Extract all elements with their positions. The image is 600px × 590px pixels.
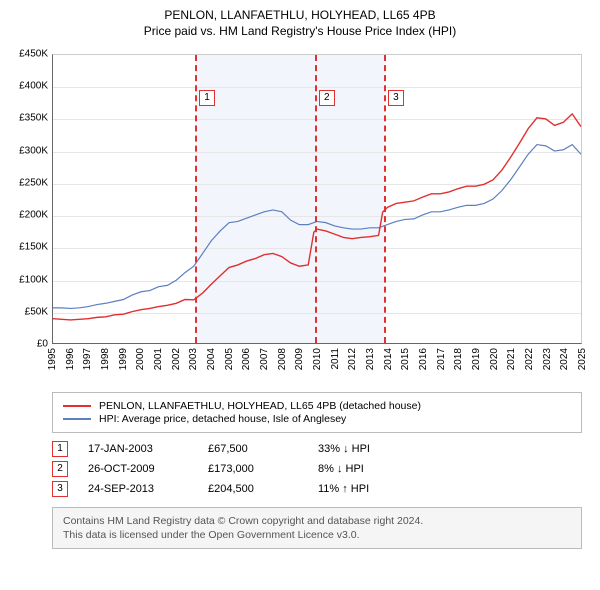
x-axis-label: 2006 bbox=[241, 348, 252, 370]
chart-title: PENLON, LLANFAETHLU, HOLYHEAD, LL65 4PB bbox=[10, 8, 590, 22]
y-axis-label: £400K bbox=[19, 81, 48, 92]
x-axis-label: 2018 bbox=[453, 348, 464, 370]
event-marker-line bbox=[195, 55, 197, 343]
x-axis-label: 2001 bbox=[153, 348, 164, 370]
event-delta: 33% ↓ HPI bbox=[318, 443, 428, 455]
legend-swatch bbox=[63, 405, 91, 407]
legend: PENLON, LLANFAETHLU, HOLYHEAD, LL65 4PB … bbox=[52, 392, 582, 433]
legend-label: HPI: Average price, detached house, Isle… bbox=[99, 413, 346, 425]
y-axis-label: £100K bbox=[19, 274, 48, 285]
x-axis-label: 2019 bbox=[471, 348, 482, 370]
x-axis-label: 2014 bbox=[383, 348, 394, 370]
x-axis-label: 2023 bbox=[542, 348, 553, 370]
event-price: £173,000 bbox=[208, 463, 318, 475]
legend-item: HPI: Average price, detached house, Isle… bbox=[63, 413, 571, 425]
footer-note: Contains HM Land Registry data © Crown c… bbox=[52, 507, 582, 549]
y-axis-label: £150K bbox=[19, 242, 48, 253]
event-row: 3 24-SEP-2013£204,50011% ↑ HPI bbox=[52, 481, 582, 497]
event-marker-box: 3 bbox=[388, 90, 404, 106]
x-axis-label: 2008 bbox=[277, 348, 288, 370]
x-axis-label: 2020 bbox=[489, 348, 500, 370]
y-axis-label: £50K bbox=[25, 306, 48, 317]
event-id-box: 2 bbox=[52, 461, 68, 477]
x-axis-label: 2017 bbox=[436, 348, 447, 370]
x-axis-label: 2002 bbox=[171, 348, 182, 370]
event-marker-line bbox=[315, 55, 317, 343]
x-axis-label: 2011 bbox=[330, 348, 341, 370]
x-axis-label: 2005 bbox=[224, 348, 235, 370]
y-axis-label: £450K bbox=[19, 49, 48, 60]
x-axis-label: 2007 bbox=[259, 348, 270, 370]
event-date: 24-SEP-2013 bbox=[88, 483, 208, 495]
event-date: 26-OCT-2009 bbox=[88, 463, 208, 475]
chart-subtitle: Price paid vs. HM Land Registry's House … bbox=[10, 24, 590, 38]
events-table: 1 17-JAN-2003£67,50033% ↓ HPI 2 26-OCT-2009… bbox=[52, 441, 582, 497]
event-row: 2 26-OCT-2009£173,0008% ↓ HPI bbox=[52, 461, 582, 477]
event-marker-box: 1 bbox=[199, 90, 215, 106]
footer-line-1: Contains HM Land Registry data © Crown c… bbox=[63, 514, 571, 528]
y-axis-label: £350K bbox=[19, 113, 48, 124]
y-axis-label: £300K bbox=[19, 145, 48, 156]
event-marker-box: 2 bbox=[319, 90, 335, 106]
y-axis-label: £250K bbox=[19, 177, 48, 188]
event-delta: 8% ↓ HPI bbox=[318, 463, 428, 475]
chart-area: 123 £0£50K£100K£150K£200K£250K£300K£350K… bbox=[10, 46, 590, 386]
x-axis-label: 2025 bbox=[577, 348, 588, 370]
x-axis-label: 1997 bbox=[82, 348, 93, 370]
x-axis-label: 1999 bbox=[118, 348, 129, 370]
x-axis-label: 1998 bbox=[100, 348, 111, 370]
event-delta: 11% ↑ HPI bbox=[318, 483, 428, 495]
x-axis-label: 2024 bbox=[559, 348, 570, 370]
x-axis-label: 2021 bbox=[506, 348, 517, 370]
x-axis-label: 2012 bbox=[347, 348, 358, 370]
series-line bbox=[53, 114, 581, 320]
x-axis-label: 1995 bbox=[47, 348, 58, 370]
x-axis-label: 2000 bbox=[135, 348, 146, 370]
legend-item: PENLON, LLANFAETHLU, HOLYHEAD, LL65 4PB … bbox=[63, 400, 571, 412]
x-axis-label: 2022 bbox=[524, 348, 535, 370]
x-axis-label: 2009 bbox=[294, 348, 305, 370]
x-axis-label: 2004 bbox=[206, 348, 217, 370]
plot-area: 1 2 3 bbox=[52, 54, 582, 344]
x-axis-label: 2013 bbox=[365, 348, 376, 370]
x-axis-label: 2016 bbox=[418, 348, 429, 370]
x-axis-label: 2010 bbox=[312, 348, 323, 370]
event-id-box: 3 bbox=[52, 481, 68, 497]
x-axis-label: 2003 bbox=[188, 348, 199, 370]
event-row: 1 17-JAN-2003£67,50033% ↓ HPI bbox=[52, 441, 582, 457]
event-marker-line bbox=[384, 55, 386, 343]
line-series-svg bbox=[53, 55, 581, 343]
footer-line-2: This data is licensed under the Open Gov… bbox=[63, 528, 571, 542]
event-id-box: 1 bbox=[52, 441, 68, 457]
x-axis-label: 1996 bbox=[65, 348, 76, 370]
y-axis-label: £200K bbox=[19, 210, 48, 221]
event-price: £204,500 bbox=[208, 483, 318, 495]
legend-label: PENLON, LLANFAETHLU, HOLYHEAD, LL65 4PB … bbox=[99, 400, 421, 412]
x-axis-label: 2015 bbox=[400, 348, 411, 370]
event-price: £67,500 bbox=[208, 443, 318, 455]
event-date: 17-JAN-2003 bbox=[88, 443, 208, 455]
legend-swatch bbox=[63, 418, 91, 420]
